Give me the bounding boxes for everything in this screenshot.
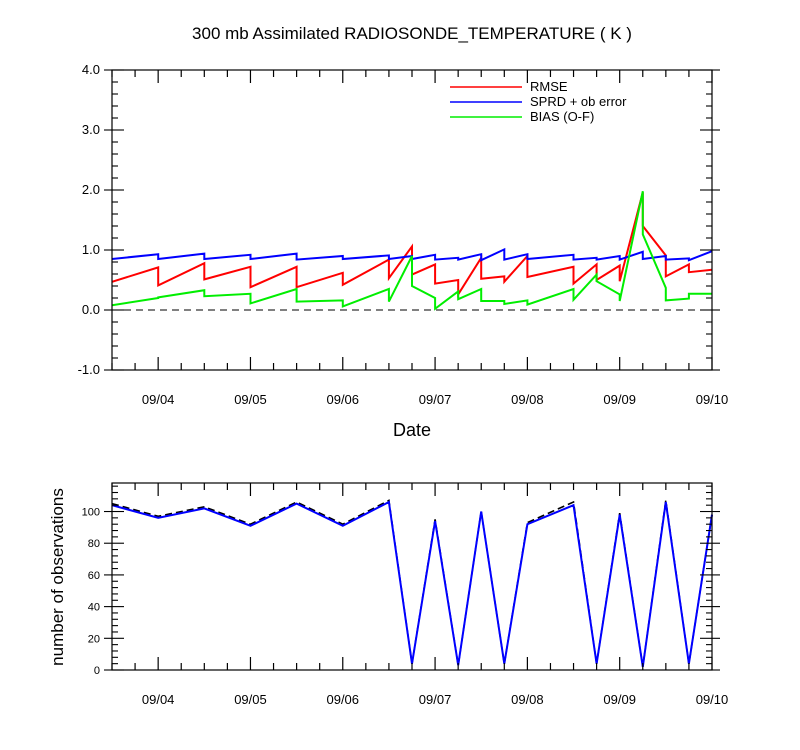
top-plot-frame — [111, 69, 713, 371]
x-tick-label: 09/09 — [603, 692, 636, 707]
y-tick-label: 0.0 — [82, 302, 100, 317]
y-tick-label: 100 — [82, 507, 100, 519]
y-tick-label: 1.0 — [82, 242, 100, 257]
x-tick-label: 09/10 — [696, 692, 729, 707]
x-axis-label: Date — [393, 420, 431, 440]
bottom-series-layer — [111, 499, 713, 667]
y-tick-label: 0 — [94, 665, 100, 677]
legend-label-rmse: RMSE — [530, 79, 568, 94]
x-tick-label: 09/08 — [511, 692, 544, 707]
x-tick-label: 09/09 — [603, 392, 636, 407]
top-ticks: 09/04 09/05 09/06 09/07 09/08 09/09 09/10 -1.0 0… — [78, 62, 729, 407]
legend-label-bias-o-f: BIAS (O-F) — [530, 109, 594, 124]
series-line-bias-o-f — [111, 190, 712, 311]
x-tick-label: 09/04 — [142, 692, 175, 707]
y-tick-label: 2.0 — [82, 182, 100, 197]
x-tick-label: 09/04 — [142, 392, 175, 407]
y-tick-label: 80 — [88, 538, 100, 550]
bottom-ticks: 09/04 09/05 09/06 09/07 09/08 09/09 09/10 0 20 40… — [82, 483, 729, 707]
y-tick-label: 20 — [88, 633, 100, 645]
x-tick-label: 09/06 — [326, 392, 359, 407]
y-tick-label: 4.0 — [82, 62, 100, 77]
y-tick-label: 3.0 — [82, 122, 100, 137]
chart-title: 300 mb Assimilated RADIOSONDE_TEMPERATUR… — [192, 24, 632, 43]
x-tick-label: 09/07 — [419, 692, 452, 707]
series-line-sprd-ob-error — [111, 247, 713, 262]
x-tick-label: 09/05 — [234, 692, 267, 707]
bottom-plot-frame — [111, 482, 713, 671]
y-tick-label: -1.0 — [78, 362, 100, 377]
x-tick-label: 09/05 — [234, 392, 267, 407]
x-tick-label: 09/10 — [696, 392, 729, 407]
legend-label-sprd-ob-error: SPRD + ob error — [530, 94, 627, 109]
bottom-panel: 09/04 09/05 09/06 09/07 09/08 09/09 09/10 0 20 40… — [48, 482, 729, 707]
series-line-observations-assimilated — [111, 500, 713, 667]
y-tick-label: 40 — [88, 602, 100, 614]
y-tick-label: 60 — [88, 570, 100, 582]
top-panel: 300 mb Assimilated RADIOSONDE_TEMPERATUR… — [78, 24, 729, 440]
x-tick-label: 09/07 — [419, 392, 452, 407]
x-tick-label: 09/06 — [326, 692, 359, 707]
top-series-layer — [111, 190, 713, 311]
x-tick-label: 09/08 — [511, 392, 544, 407]
y-axis-label: number of observations — [48, 488, 67, 666]
